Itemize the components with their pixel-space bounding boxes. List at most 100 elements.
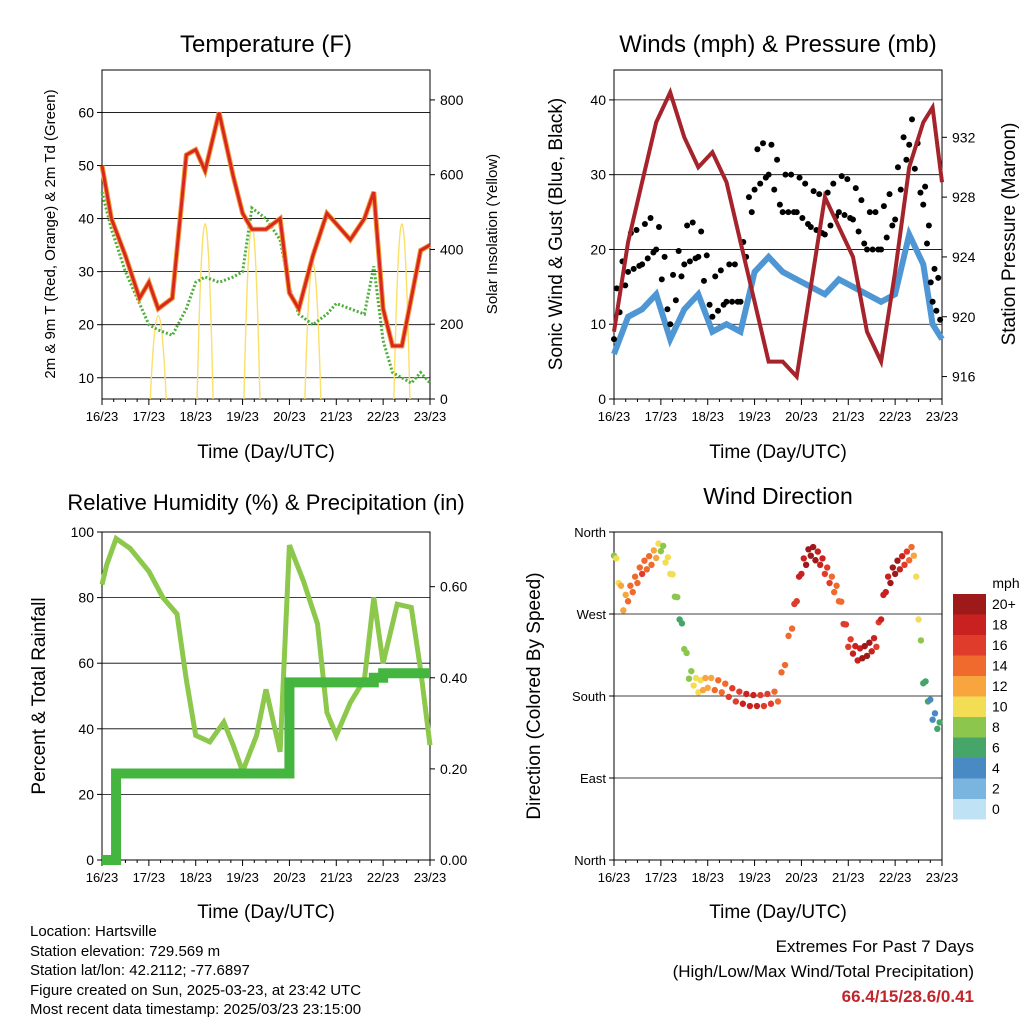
- direction-point: [743, 690, 750, 698]
- direction-point: [627, 582, 634, 589]
- gust-point: [633, 227, 640, 234]
- gust-point: [726, 261, 733, 268]
- direction-point: [809, 543, 817, 551]
- gust-point: [861, 240, 868, 247]
- gust-point: [729, 298, 736, 305]
- direction-point: [774, 698, 782, 705]
- legend-swatch: [953, 594, 986, 615]
- direction-point: [753, 702, 761, 710]
- direction-point: [814, 548, 822, 555]
- y-tick-label-right: 0.20: [440, 761, 467, 777]
- legend-swatch: [953, 655, 986, 676]
- x-tick-label: 19/23: [738, 870, 771, 885]
- gust-point: [639, 261, 646, 268]
- direction-point: [638, 570, 646, 578]
- gust-point: [824, 189, 831, 196]
- direction-point: [891, 570, 899, 578]
- gust-point: [889, 222, 896, 229]
- gust-point: [670, 271, 677, 278]
- direction-point: [863, 652, 871, 660]
- direction-point: [725, 693, 732, 701]
- gust-point: [765, 171, 772, 178]
- direction-point: [771, 688, 778, 695]
- direction-point: [906, 557, 913, 564]
- gust-point: [644, 255, 651, 262]
- direction-point: [866, 639, 873, 646]
- gust-point: [937, 316, 944, 323]
- gust-point: [737, 298, 744, 305]
- direction-point: [821, 570, 829, 578]
- gust-point: [922, 183, 929, 190]
- x-tick-label: 21/23: [320, 870, 353, 885]
- gust-point: [717, 267, 724, 274]
- plot-frame: [613, 69, 943, 400]
- x-tick-label: 20/23: [785, 870, 818, 885]
- x-tick-label: 18/23: [691, 409, 724, 424]
- direction-point: [746, 702, 754, 710]
- y-tick-label-right: 800: [440, 92, 464, 108]
- gust-point: [886, 191, 893, 198]
- station-location: Location: Hartsville: [30, 923, 157, 940]
- y-tick-label-left: 40: [590, 92, 606, 108]
- gust-point: [698, 228, 705, 235]
- direction-point: [826, 579, 833, 587]
- gust-point: [658, 276, 665, 283]
- direction-point: [824, 564, 831, 571]
- gust-point: [611, 336, 617, 343]
- x-tick-label: 16/23: [598, 409, 631, 424]
- gust-point: [852, 185, 859, 192]
- gust-point: [661, 253, 668, 260]
- direction-point: [641, 557, 648, 564]
- gust-point: [684, 222, 691, 229]
- direction-point: [764, 690, 771, 698]
- legend-label: 14: [992, 658, 1008, 674]
- gust-point: [878, 246, 885, 253]
- gust-point: [844, 176, 851, 183]
- gust-point: [681, 261, 688, 268]
- direction-point: [660, 542, 667, 550]
- gust-point: [880, 203, 887, 210]
- gust-point: [855, 228, 862, 235]
- direction-point: [884, 573, 892, 580]
- legend-label: 0: [992, 801, 1000, 817]
- direction-point: [620, 607, 627, 614]
- gust-point: [754, 146, 761, 153]
- solar-insolation-line: [196, 223, 214, 400]
- direction-point: [624, 598, 632, 605]
- gust-point: [906, 141, 913, 148]
- legend-label: 20+: [992, 596, 1016, 612]
- y-tick-label-left: East: [580, 771, 606, 786]
- direction-point: [873, 643, 880, 650]
- x-tick-label: 18/23: [691, 870, 724, 885]
- gust-point: [782, 171, 789, 178]
- gust-point: [731, 261, 738, 268]
- y-tick-label-left: South: [572, 689, 606, 704]
- legend-swatch: [953, 758, 986, 779]
- direction-point: [934, 725, 941, 732]
- direction-point: [936, 719, 943, 726]
- direction-point: [739, 700, 747, 707]
- legend-swatch: [953, 635, 986, 656]
- station-info: Location: Hartsville Station elevation: …: [30, 922, 361, 1020]
- direction-point: [828, 573, 836, 580]
- x-tick-label: 22/23: [879, 870, 912, 885]
- y-axis-label-left: Direction (Colored By Speed): [524, 572, 545, 819]
- direction-point: [908, 543, 915, 551]
- gust-point: [689, 219, 696, 226]
- direction-point: [816, 561, 824, 568]
- x-tick-label: 23/23: [414, 870, 447, 885]
- gust-point: [920, 201, 927, 208]
- gust-point: [703, 252, 710, 259]
- y-tick-label-right: 920: [952, 309, 976, 325]
- legend-title: mph: [992, 575, 1019, 591]
- dewpoint-line: [100, 191, 432, 386]
- humidity-precip-chart: Relative Humidity (%) & Precipitation (i…: [29, 490, 467, 923]
- legend-label: 16: [992, 637, 1008, 653]
- x-axis-label: Time (Day/UTC): [709, 902, 847, 923]
- figure-created: Figure created on Sun, 2025-03-23, at 23…: [30, 981, 362, 999]
- x-tick-label: 21/23: [832, 870, 865, 885]
- y-axis-label-right: Station Pressure (Maroon): [999, 123, 1020, 346]
- direction-point: [645, 552, 653, 560]
- y-tick-label-right: 400: [440, 241, 464, 257]
- gust-point: [830, 180, 837, 187]
